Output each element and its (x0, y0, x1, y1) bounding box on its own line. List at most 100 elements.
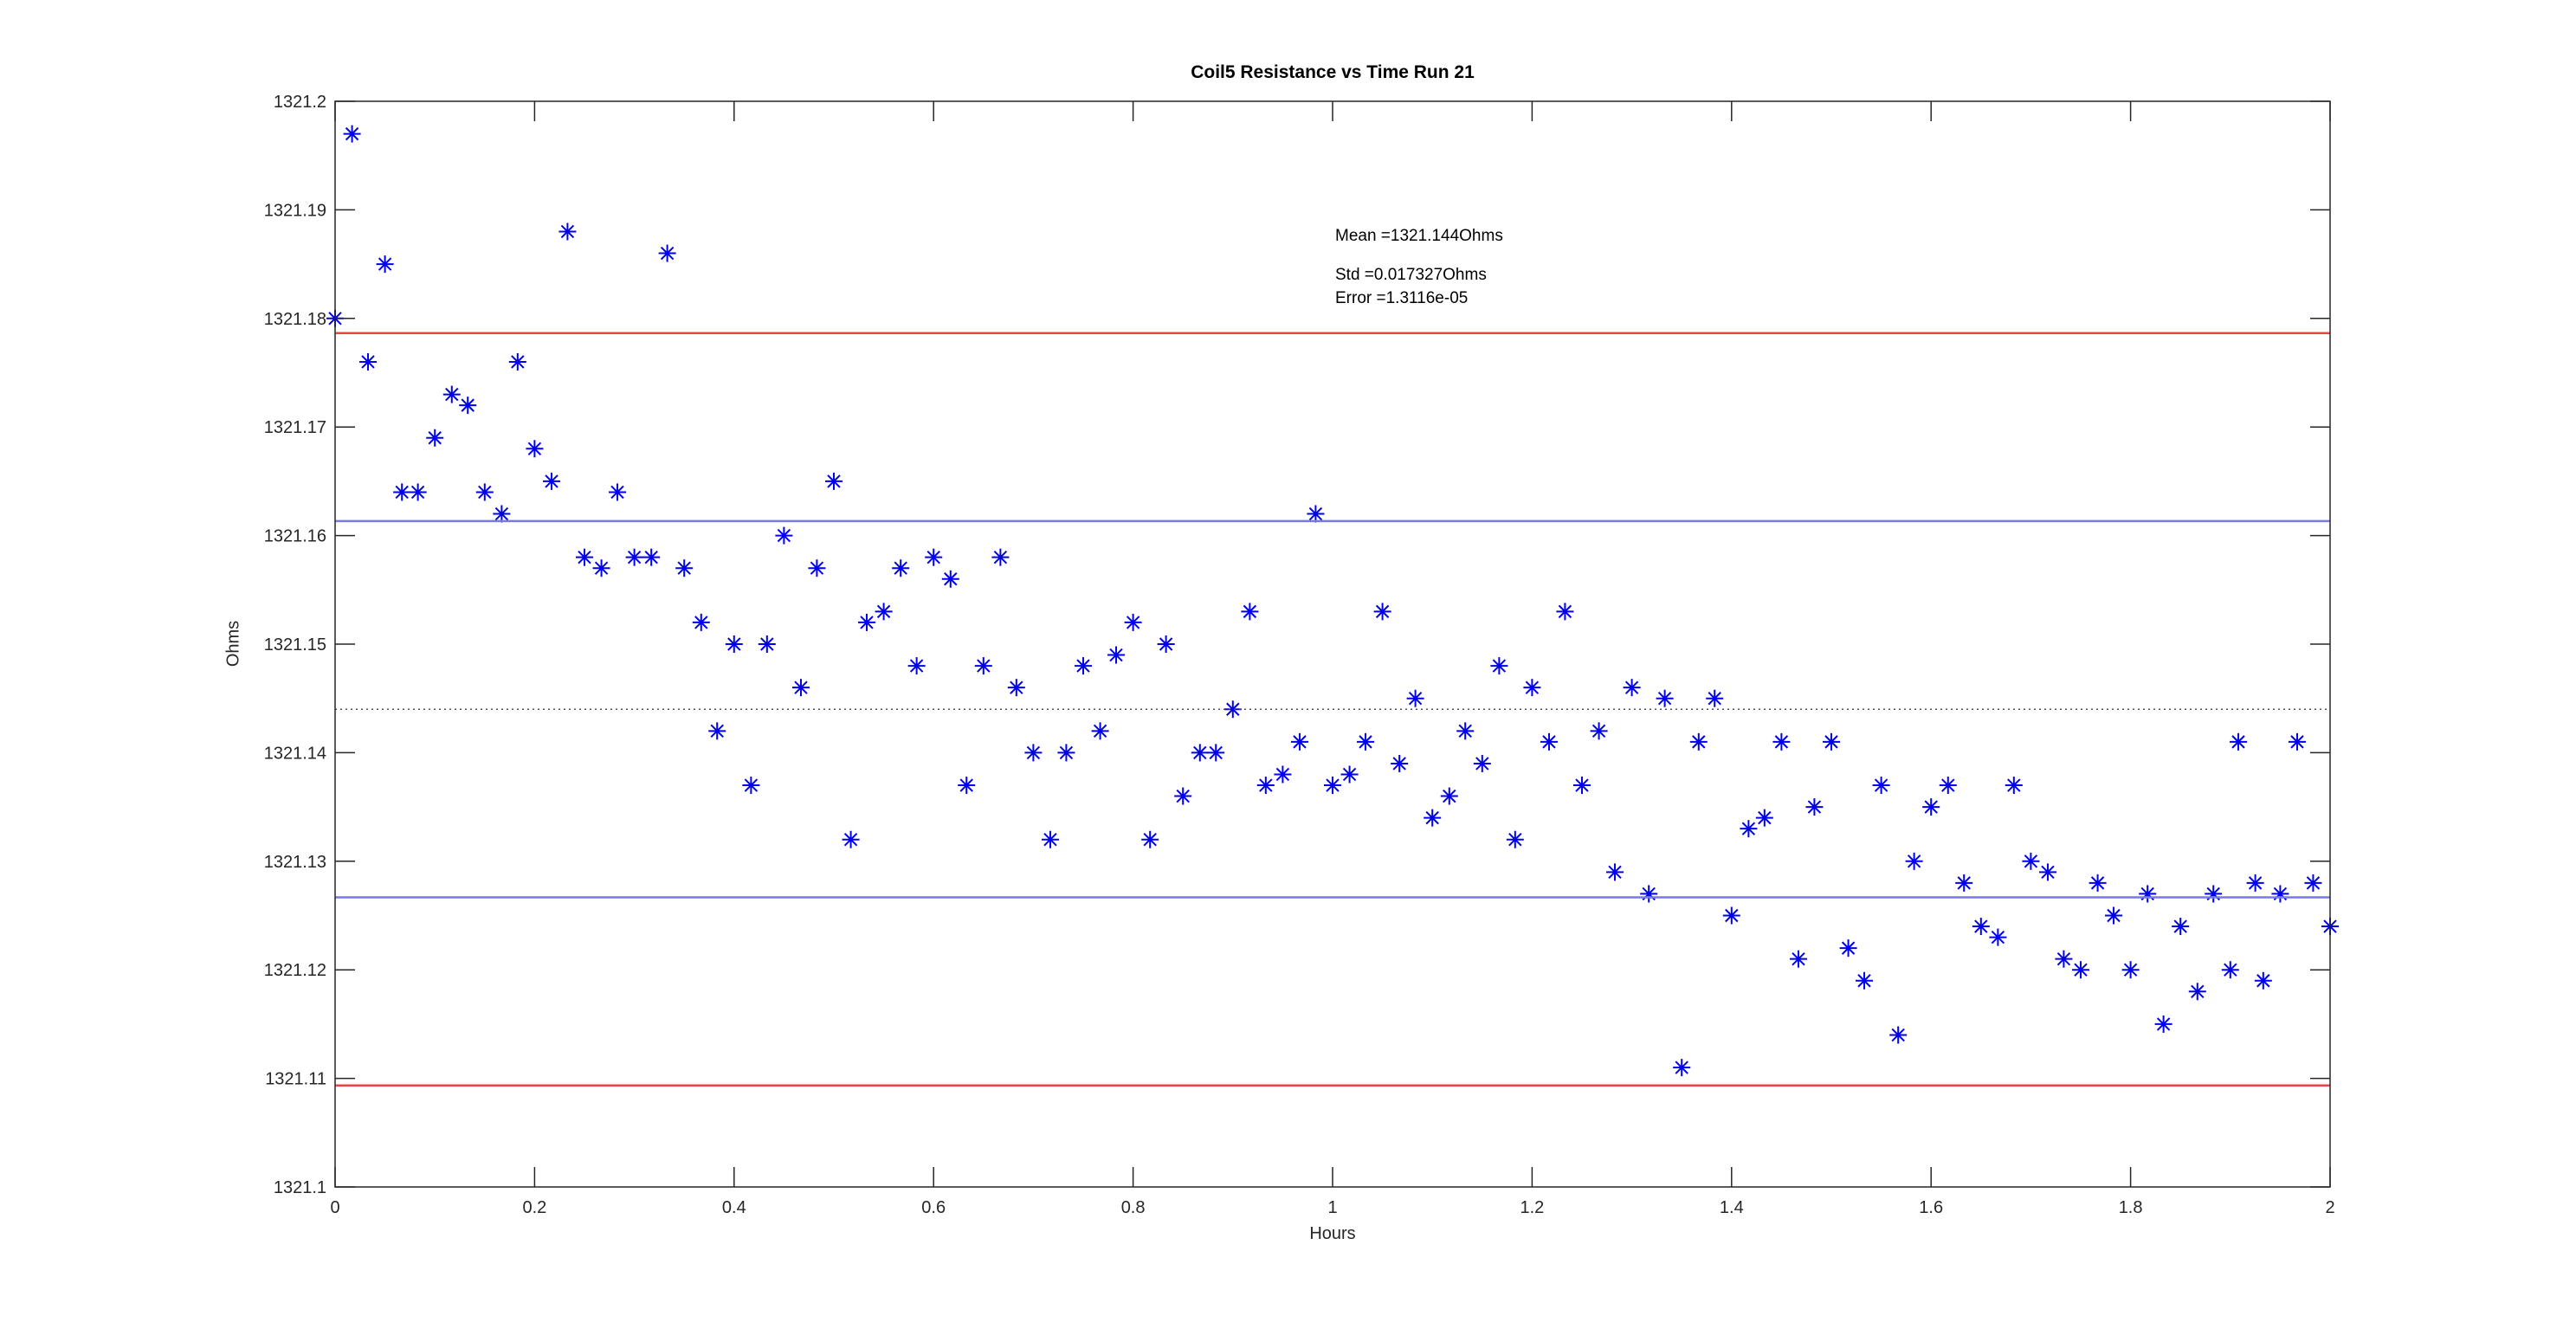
data-point-marker (892, 559, 910, 577)
data-point-marker (791, 679, 810, 697)
annotation-error: Error =1.3116e-05 (1335, 289, 1469, 307)
x-tick-label: 0 (330, 1198, 339, 1217)
data-point-marker (958, 777, 976, 795)
data-point-marker (642, 548, 661, 566)
y-tick-label: 1321.2 (274, 93, 326, 112)
data-point-marker (1905, 852, 1923, 870)
data-point-marker (907, 657, 926, 675)
data-point-marker (2221, 961, 2239, 979)
data-point-marker (2230, 732, 2248, 751)
data-point-marker (1274, 765, 1292, 784)
data-point-marker (1556, 603, 1574, 621)
data-point-marker (2205, 885, 2223, 903)
data-point-marker (775, 526, 793, 545)
data-point-marker (1573, 777, 1591, 795)
x-tick-label: 0.8 (1121, 1198, 1146, 1217)
data-point-marker (625, 548, 643, 566)
data-point-marker (1823, 732, 1840, 751)
data-point-marker (1391, 754, 1409, 772)
data-point-marker (1689, 732, 1708, 751)
chart-title: Coil5 Resistance vs Time Run 21 (1191, 62, 1475, 82)
data-point-marker (1490, 657, 1508, 675)
data-point-marker (1506, 830, 1524, 848)
data-point-marker (609, 483, 627, 501)
y-tick-label: 1321.16 (264, 527, 326, 546)
data-point-marker (2089, 874, 2107, 892)
data-point-marker (974, 657, 992, 675)
y-tick-label: 1321.11 (265, 1070, 326, 1089)
y-tick-label: 1321.14 (264, 744, 326, 763)
data-point-marker (1223, 700, 1242, 719)
data-point-marker (1107, 646, 1126, 664)
data-point-marker (1789, 950, 1807, 968)
y-tick-label: 1321.18 (264, 310, 326, 329)
data-point-marker (1939, 777, 1957, 795)
annotation-std: Std =0.017327Ohms (1335, 266, 1487, 284)
data-point-marker (1755, 809, 1773, 827)
x-tick-label: 1.2 (1520, 1198, 1544, 1217)
data-point-marker (675, 559, 694, 577)
data-point-marker (1805, 798, 1824, 816)
data-point-marker (842, 830, 860, 848)
data-point-marker (1972, 918, 1990, 936)
data-point-marker (758, 635, 776, 653)
data-point-marker (1091, 722, 1109, 740)
data-point-marker (2038, 863, 2056, 881)
data-point-marker (558, 222, 577, 241)
data-point-marker (1174, 787, 1192, 805)
data-point-marker (2271, 885, 2289, 903)
data-point-marker (1706, 689, 1724, 707)
data-point-marker (1872, 777, 1890, 795)
data-point-marker (2022, 852, 2040, 870)
x-axis-label: Hours (1309, 1224, 1356, 1243)
x-tick-label: 1.6 (1919, 1198, 1943, 1217)
data-point-marker (1290, 732, 1308, 751)
y-tick-label: 1321.12 (264, 961, 326, 980)
data-point-marker (1623, 679, 1641, 697)
data-point-marker (1473, 754, 1491, 772)
data-point-marker (925, 548, 943, 566)
x-tick-label: 0.2 (522, 1198, 546, 1217)
data-point-marker (2105, 906, 2123, 925)
data-point-marker (725, 635, 743, 653)
data-point-marker (742, 777, 760, 795)
data-point-marker (2139, 885, 2157, 903)
data-point-marker (1324, 777, 1341, 795)
axes-box (334, 100, 2331, 1188)
data-point-marker (526, 440, 544, 458)
data-point-marker (1340, 765, 1359, 784)
y-tick-label: 1321.19 (264, 201, 326, 220)
data-point-marker (1057, 744, 1075, 762)
data-point-marker (1440, 787, 1458, 805)
scatter-series (326, 125, 2339, 1077)
data-point-marker (1373, 603, 1391, 621)
data-point-marker (376, 255, 394, 274)
y-tick-label: 1321.1 (274, 1178, 326, 1197)
data-point-marker (2055, 950, 2073, 968)
data-point-marker (1606, 863, 1624, 881)
data-point-marker (1075, 657, 1092, 675)
data-point-marker (442, 385, 461, 403)
x-tick-label: 0.6 (921, 1198, 946, 1217)
data-point-marker (393, 483, 411, 501)
data-point-marker (1856, 971, 1874, 990)
data-point-marker (475, 483, 494, 501)
data-point-marker (2188, 983, 2206, 1001)
data-point-marker (1207, 744, 1225, 762)
data-point-marker (576, 548, 593, 566)
y-axis-label: Ohms (223, 620, 243, 668)
data-point-marker (1256, 777, 1275, 795)
data-point-marker (1406, 689, 1424, 707)
data-point-marker (1772, 732, 1791, 751)
data-point-marker (1922, 798, 1940, 816)
data-point-marker (1889, 1026, 1908, 1044)
data-point-marker (1141, 830, 1159, 848)
data-point-marker (1722, 906, 1740, 925)
data-point-marker (343, 125, 361, 143)
data-point-marker (1307, 505, 1325, 523)
data-point-marker (1191, 744, 1209, 762)
data-point-marker (2005, 777, 2023, 795)
data-point-marker (808, 559, 826, 577)
data-point-marker (1540, 732, 1558, 751)
